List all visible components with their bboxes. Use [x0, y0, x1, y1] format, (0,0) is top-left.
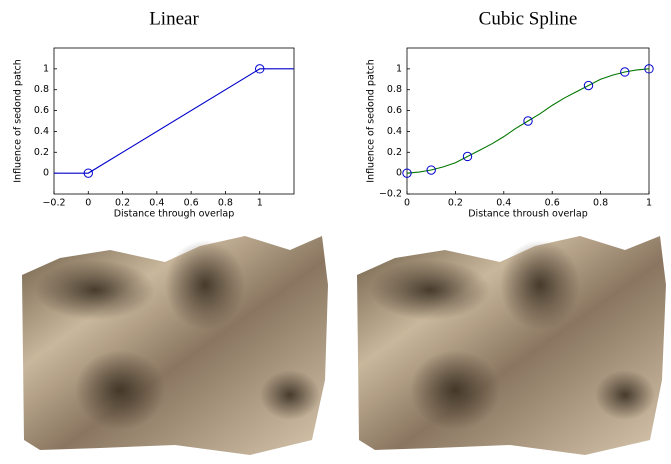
y-tick-label: 0.6 [34, 105, 49, 116]
y-tick-label: 0.8 [34, 84, 49, 95]
y-tick-label: 0.6 [387, 105, 402, 116]
plot-frame [406, 47, 650, 195]
data-marker [523, 116, 533, 126]
x-tick-label: 0.2 [115, 198, 130, 209]
y-tick-label: 0 [396, 168, 402, 179]
y-axis-label: Influence of sedond patch [366, 59, 377, 183]
chart-title: Cubic Spline [479, 8, 578, 29]
y-tick-label: 1 [396, 63, 402, 74]
x-tick-label: −0.2 [42, 198, 65, 209]
data-marker [402, 168, 412, 178]
y-tick-label: 0.2 [34, 147, 49, 158]
data-marker [426, 165, 436, 175]
line-series [406, 68, 650, 174]
x-axis-label: Distance through overlap [114, 209, 235, 220]
y-tick-label: 0.4 [34, 126, 49, 137]
x-tick-label: 0 [404, 198, 410, 209]
y-tick-label: 0.8 [387, 84, 402, 95]
data-marker [255, 64, 265, 74]
y-tick-label: 1 [43, 63, 49, 74]
terrain-image-right [357, 236, 666, 455]
x-tick-label: 0.4 [149, 198, 164, 209]
data-marker [583, 80, 594, 91]
x-tick-label: 0.6 [184, 198, 199, 209]
x-tick-label: 0.2 [448, 198, 463, 209]
x-tick-label: 0 [85, 198, 91, 209]
data-marker [620, 67, 630, 77]
y-tick-label: 0.4 [387, 126, 402, 137]
y-tick-label: −0.2 [379, 189, 402, 200]
y-tick-label: 0.2 [387, 147, 402, 158]
data-marker [83, 168, 93, 178]
chart-title: Linear [149, 8, 199, 29]
x-tick-label: 0.8 [218, 198, 233, 209]
x-tick-label: 1 [257, 198, 263, 209]
x-tick-label: 0.8 [593, 198, 608, 209]
y-axis-label: Influence of sedond patch [13, 59, 24, 183]
x-axis-label: Distance throush overlap [468, 209, 588, 220]
x-tick-label: 0.4 [496, 198, 511, 209]
data-marker [462, 151, 473, 162]
line-series [54, 68, 294, 174]
plot-frame [53, 47, 295, 195]
terrain-image-left [22, 236, 328, 455]
x-tick-label: 0.6 [545, 198, 560, 209]
data-marker [644, 64, 654, 74]
x-tick-label: 1 [646, 198, 652, 209]
y-tick-label: 0 [43, 168, 49, 179]
